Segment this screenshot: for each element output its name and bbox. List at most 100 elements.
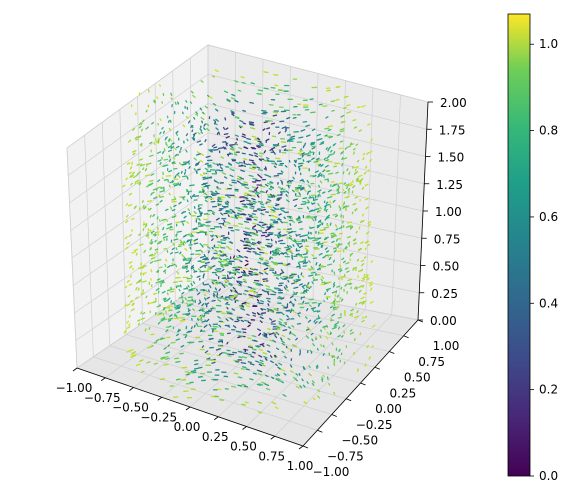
quiver-mark <box>274 251 279 255</box>
quiver-mark <box>263 335 268 339</box>
quiver-mark <box>290 308 295 312</box>
quiver-mark <box>244 256 249 259</box>
quiver-mark <box>304 316 308 320</box>
quiver-mark <box>255 191 261 194</box>
quiver-mark <box>157 233 160 236</box>
quiver-mark <box>286 314 289 318</box>
quiver-mark <box>193 367 199 370</box>
quiver-mark <box>361 319 365 323</box>
quiver-mark <box>266 182 271 185</box>
quiver-mark <box>248 296 254 299</box>
quiver-mark <box>301 296 306 299</box>
quiver-mark <box>366 151 370 155</box>
quiver-mark <box>269 181 273 184</box>
quiver-mark <box>367 169 370 172</box>
quiver-mark <box>196 275 201 278</box>
quiver-mark <box>305 249 309 253</box>
quiver-mark <box>137 171 141 175</box>
quiver-mark <box>271 320 276 323</box>
quiver-mark <box>280 179 284 183</box>
quiver-mark <box>307 160 310 164</box>
quiver-mark <box>169 252 174 255</box>
quiver-mark <box>133 248 139 252</box>
quiver-mark <box>182 197 185 201</box>
quiver-mark <box>217 340 223 343</box>
quiver-mark <box>193 210 197 215</box>
quiver-mark <box>228 283 233 287</box>
quiver-mark <box>217 147 224 150</box>
quiver-mark <box>240 169 245 173</box>
quiver-mark <box>279 120 285 123</box>
quiver-mark <box>171 247 175 251</box>
quiver-mark <box>285 309 291 312</box>
quiver-mark <box>261 344 265 348</box>
quiver-mark <box>156 270 160 273</box>
quiver-mark <box>286 116 291 120</box>
quiver-mark <box>319 206 322 210</box>
quiver-mark <box>131 351 136 355</box>
quiver-mark <box>208 323 212 327</box>
y-tick <box>345 398 352 402</box>
quiver-mark <box>265 387 271 391</box>
quiver-mark <box>247 337 252 340</box>
quiver-mark <box>183 240 187 244</box>
quiver-mark <box>200 212 203 215</box>
quiver-mark <box>265 259 269 262</box>
quiver-mark <box>228 247 232 251</box>
quiver-mark <box>231 276 236 279</box>
quiver-mark <box>236 178 242 181</box>
quiver-mark <box>192 132 197 136</box>
quiver-mark <box>197 268 202 272</box>
quiver-mark <box>280 276 284 280</box>
quiver-mark <box>269 257 272 260</box>
quiver-mark <box>200 80 204 83</box>
quiver-mark <box>226 245 230 249</box>
quiver-mark <box>133 175 137 179</box>
quiver-mark <box>196 288 199 292</box>
quiver-mark <box>150 242 154 245</box>
quiver-mark <box>142 312 146 315</box>
quiver-mark <box>205 155 211 158</box>
quiver-mark <box>251 186 257 189</box>
quiver-mark <box>312 151 315 156</box>
quiver-mark <box>296 233 301 236</box>
quiver-mark <box>231 295 236 298</box>
quiver-mark <box>314 207 320 211</box>
quiver-mark <box>260 206 266 209</box>
quiver-mark <box>269 180 274 184</box>
grid-line <box>70 132 209 231</box>
quiver-mark <box>167 306 171 310</box>
quiver-mark <box>338 264 342 268</box>
quiver-mark <box>319 335 322 339</box>
quiver-mark <box>289 223 292 226</box>
quiver-mark <box>308 184 311 189</box>
quiver-mark <box>256 223 262 227</box>
quiver-mark <box>238 282 242 286</box>
quiver-mark <box>163 158 169 161</box>
quiver-mark <box>306 326 310 330</box>
quiver-mark <box>292 303 295 307</box>
quiver-mark <box>217 202 221 206</box>
quiver-mark <box>274 162 278 166</box>
quiver-mark <box>242 133 246 136</box>
quiver-mark <box>338 182 344 185</box>
quiver-mark <box>170 146 175 149</box>
quiver-mark <box>346 168 349 172</box>
quiver-mark <box>229 241 234 244</box>
quiver-mark <box>190 282 193 287</box>
quiver-mark <box>158 312 163 315</box>
quiver-mark <box>239 281 243 284</box>
quiver-mark <box>230 97 236 100</box>
quiver-mark <box>307 199 310 203</box>
quiver-mark <box>278 320 283 324</box>
quiver-mark <box>285 284 288 289</box>
quiver-mark <box>319 221 323 224</box>
quiver-mark <box>228 298 233 301</box>
quiver-mark <box>164 299 169 303</box>
quiver-mark <box>311 380 315 384</box>
quiver-mark <box>257 261 262 264</box>
quiver-mark <box>336 355 340 360</box>
quiver-mark <box>250 243 255 246</box>
quiver-mark <box>282 329 288 332</box>
quiver-mark <box>127 294 131 298</box>
